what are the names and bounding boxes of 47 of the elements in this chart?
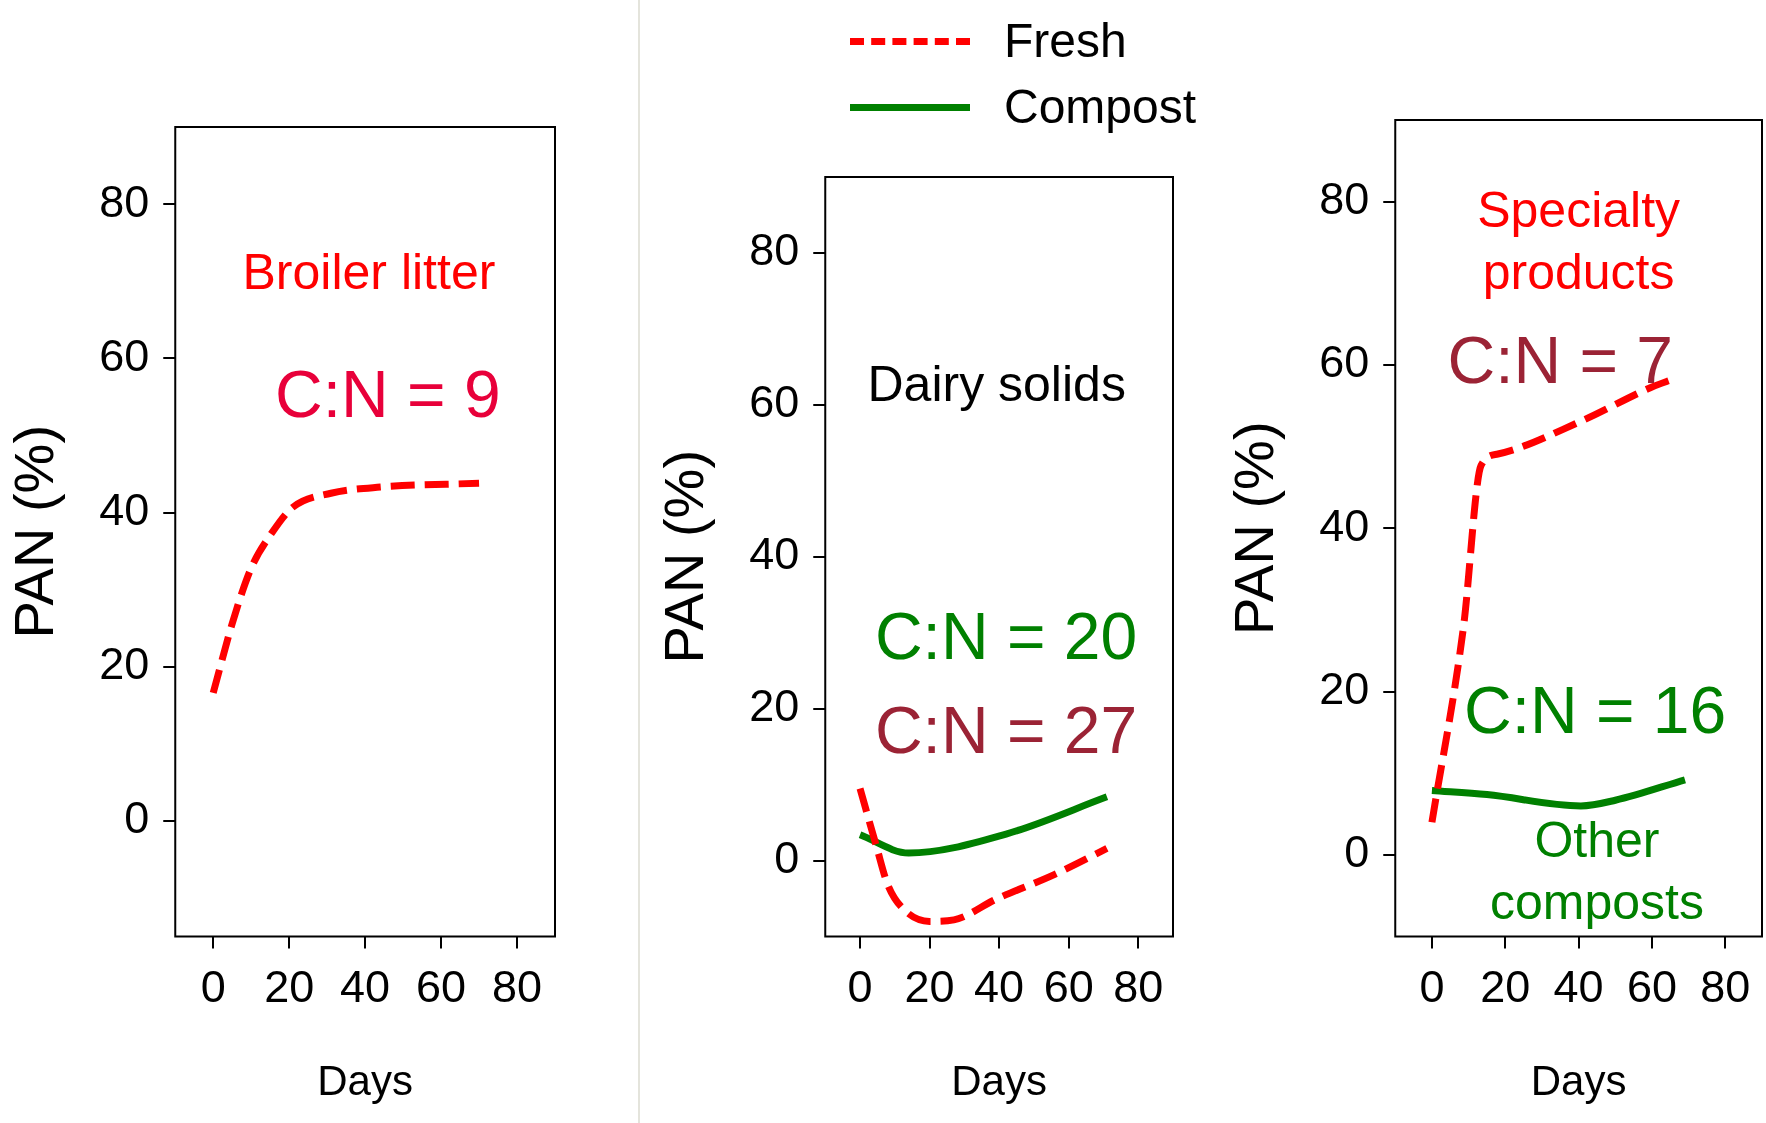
annotation: Broiler litter — [242, 243, 496, 300]
annotation: Specialty products — [1477, 181, 1681, 300]
legend-label: Fresh — [1004, 13, 1127, 69]
x-tick-label: 20 — [264, 961, 315, 1013]
y-tick-label: 60 — [1319, 336, 1370, 388]
x-axis-title: Days — [1530, 1057, 1627, 1105]
x-tick-label: 60 — [1043, 961, 1094, 1013]
x-tick-label: 60 — [1626, 961, 1678, 1013]
annotation: C:N = 27 — [874, 692, 1138, 767]
y-axis-title: PAN (%) — [1222, 421, 1286, 636]
annotation: C:N = 9 — [275, 357, 501, 432]
y-tick-label: 80 — [99, 175, 150, 227]
x-tick-label: 80 — [491, 961, 543, 1013]
x-axis-title: Days — [317, 1057, 413, 1105]
y-tick-label: 80 — [1319, 173, 1370, 225]
annotation: Dairy solids — [867, 356, 1126, 413]
y-tick-label: 20 — [1319, 663, 1370, 715]
x-tick-label: 20 — [1480, 961, 1531, 1013]
y-tick-label: 20 — [749, 680, 800, 732]
x-tick-label: 0 — [200, 961, 226, 1013]
y-axis-title: PAN (%) — [2, 424, 66, 639]
annotation: C:N = 7 — [1447, 323, 1674, 398]
y-tick-label: 80 — [749, 224, 800, 276]
annotation: C:N = 20 — [874, 598, 1138, 673]
x-tick-label: 40 — [340, 961, 391, 1013]
x-tick-label: 40 — [1553, 961, 1604, 1013]
y-tick-label: 0 — [774, 832, 800, 884]
y-tick-label: 20 — [99, 638, 150, 690]
y-tick-label: 40 — [1319, 499, 1370, 551]
x-axis-title: Days — [951, 1057, 1047, 1105]
x-tick-label: 80 — [1700, 961, 1751, 1013]
x-tick-label: 0 — [1419, 961, 1445, 1013]
annotation: C:N = 16 — [1463, 672, 1727, 747]
x-tick-label: 60 — [416, 961, 467, 1013]
y-tick-label: 0 — [1344, 826, 1370, 878]
y-axis-title: PAN (%) — [652, 449, 716, 664]
y-tick-label: 60 — [99, 329, 150, 381]
y-tick-label: 0 — [124, 792, 150, 844]
x-tick-label: 40 — [974, 961, 1025, 1013]
x-tick-label: 80 — [1113, 961, 1164, 1013]
x-tick-label: 0 — [847, 961, 873, 1013]
legend-label: Compost — [1004, 79, 1197, 135]
y-tick-label: 40 — [749, 528, 800, 580]
y-tick-label: 60 — [749, 376, 800, 428]
x-tick-label: 20 — [904, 961, 955, 1013]
y-tick-label: 40 — [99, 483, 150, 535]
annotation: Other composts — [1489, 812, 1704, 931]
